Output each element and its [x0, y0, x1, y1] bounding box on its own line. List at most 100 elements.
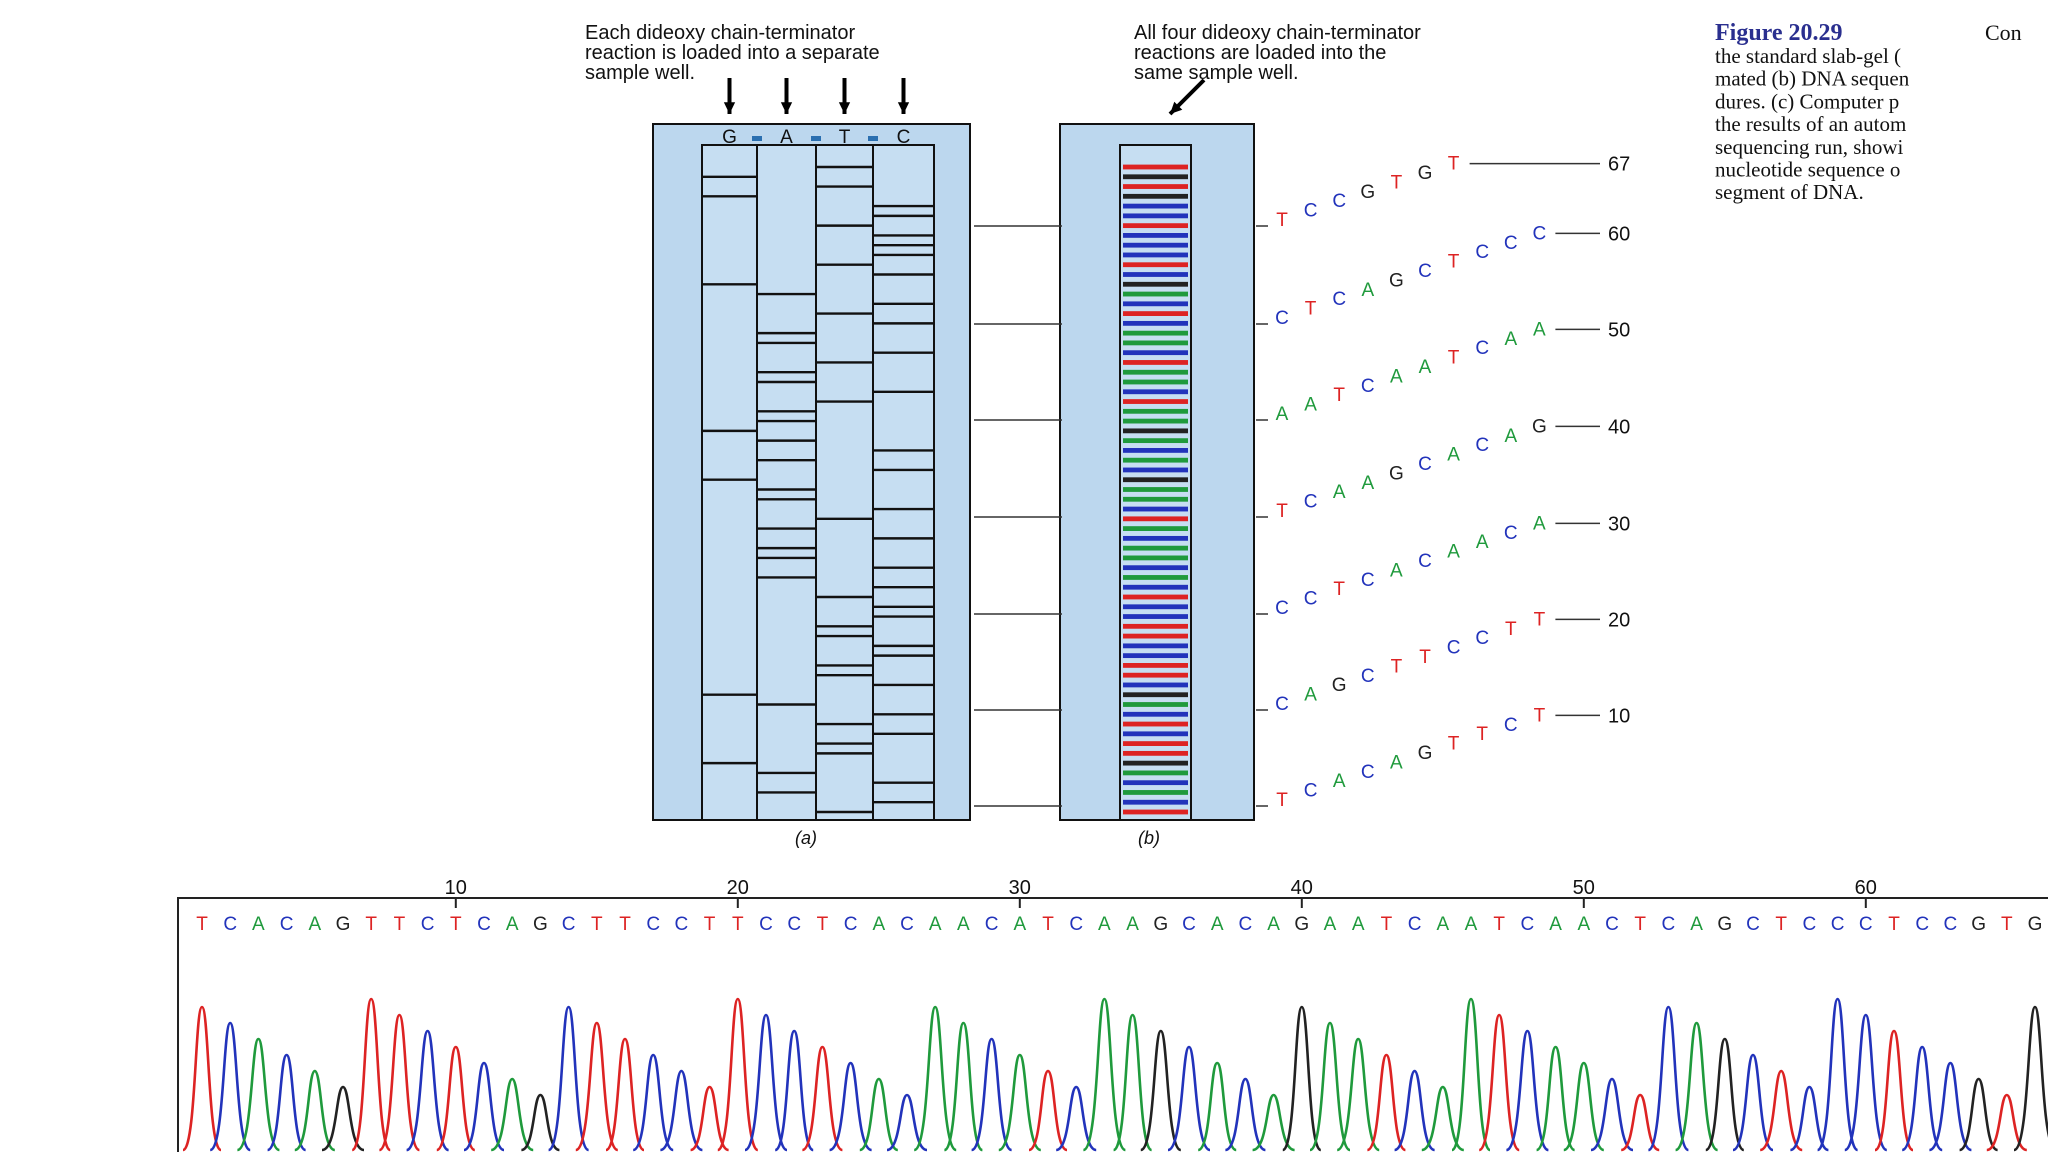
caption-text: sequencing run, showi	[1715, 135, 1904, 159]
gel-band-colored	[1123, 203, 1188, 209]
gel-band-colored	[1123, 350, 1188, 356]
chromatogram-base: T	[1042, 914, 1054, 935]
lane-label: T	[839, 127, 851, 148]
chromatogram-base: A	[1126, 914, 1139, 935]
chromatogram-base: A	[1324, 914, 1337, 935]
chromatogram-peak	[1986, 1093, 2028, 1152]
base-letter: C	[1361, 762, 1375, 783]
row-label: 60	[1608, 223, 1630, 245]
chromatogram-base: C	[675, 914, 689, 935]
gel-band-colored	[1123, 399, 1188, 404]
annotation-line: All four dideoxy chain-terminator	[1134, 22, 1421, 44]
gel-band-colored	[1123, 692, 1188, 698]
chromatogram-peak	[575, 1021, 619, 1152]
panel-label: (b)	[1138, 828, 1160, 848]
chromatogram-base: C	[844, 914, 858, 935]
chromatogram-base: A	[957, 914, 970, 935]
chromatogram-base: A	[1577, 914, 1590, 935]
gel-band-colored	[1123, 223, 1188, 229]
chromatogram-base: A	[929, 914, 942, 935]
chromatogram-base: A	[1211, 914, 1224, 935]
gel-band-colored	[1123, 408, 1188, 414]
tick-label: 60	[1855, 877, 1877, 899]
annotation-line: same sample well.	[1134, 62, 1299, 84]
lane-label: A	[780, 127, 793, 148]
base-letter: T	[1305, 299, 1317, 320]
chromatogram-peak	[1674, 1021, 1719, 1152]
base-letter: T	[1476, 724, 1488, 745]
row-label: 30	[1608, 513, 1630, 535]
chromatogram-peak	[547, 1005, 590, 1152]
base-letter: C	[1304, 492, 1318, 513]
chromatogram-peak	[209, 1021, 251, 1152]
chromatogram-peak	[744, 1013, 788, 1152]
chromatogram-peak	[1535, 1045, 1576, 1152]
gel-band-colored	[1123, 760, 1188, 766]
annotation-line: reactions are loaded into the	[1134, 42, 1386, 64]
base-letter: C	[1332, 289, 1346, 310]
gel-band-colored	[1123, 780, 1188, 786]
base-letter: G	[1532, 416, 1547, 437]
base-letter: T	[1276, 210, 1288, 231]
gel-band-colored	[1123, 614, 1188, 619]
gel-band-colored	[1123, 731, 1188, 737]
gel-band-colored	[1123, 340, 1188, 346]
chromatogram-peak	[463, 1061, 505, 1152]
chromatogram-peak	[1366, 1053, 1407, 1152]
chromatogram-peak	[1028, 1069, 1068, 1152]
chromatogram-peak	[886, 1093, 928, 1152]
base-letter: C	[1418, 261, 1432, 282]
base-letter: G	[1360, 182, 1375, 203]
chromatogram-base: A	[1013, 914, 1026, 935]
base-letter: T	[1391, 656, 1403, 677]
tick-label: 50	[1573, 877, 1595, 899]
base-letter: T	[1276, 501, 1288, 522]
gel-band-colored	[1123, 281, 1188, 287]
base-letter: A	[1333, 771, 1346, 792]
chromatogram-base: C	[1746, 914, 1760, 935]
base-letter: T	[1276, 790, 1288, 811]
base-letter: T	[1333, 579, 1345, 600]
chromatogram-base: C	[1803, 914, 1817, 935]
base-letter: C	[1533, 223, 1547, 244]
chromatogram-peak	[1620, 1093, 1660, 1152]
base-letter: A	[1304, 395, 1317, 416]
row-label: 40	[1608, 416, 1630, 438]
gel-band-colored	[1123, 389, 1188, 395]
chromatogram-base: C	[646, 914, 660, 935]
base-letter: C	[1418, 454, 1432, 475]
chromatogram-peak	[1112, 1013, 1153, 1152]
gel-band-colored	[1123, 301, 1188, 307]
arrow-head	[723, 102, 736, 114]
gel-band-colored	[1123, 711, 1188, 717]
base-letter: C	[1447, 638, 1461, 659]
chromatogram-peak	[1309, 1021, 1351, 1152]
base-letter: C	[1361, 666, 1375, 687]
chromatogram-peak	[181, 1005, 223, 1152]
base-letter: C	[1332, 191, 1346, 212]
gel-band-colored	[1123, 526, 1188, 531]
gel-band-colored	[1123, 457, 1188, 463]
chromatogram-base: C	[1831, 914, 1845, 935]
base-letter: T	[1448, 154, 1460, 175]
chromatogram-base: T	[1381, 914, 1393, 935]
chromatogram-base: C	[1944, 914, 1958, 935]
base-letter: G	[1418, 743, 1433, 764]
base-letter: A	[1476, 532, 1489, 553]
chromatogram-base: T	[1634, 914, 1646, 935]
gel-band-colored	[1123, 438, 1188, 444]
chromatogram-base: A	[252, 914, 265, 935]
base-letter: G	[1389, 270, 1404, 291]
chromatogram-base: A	[1690, 914, 1703, 935]
chromatogram-peak	[1732, 1053, 1774, 1152]
chromatogram-base: T	[1775, 914, 1787, 935]
base-letter: A	[1447, 445, 1460, 466]
chromatogram-base: T	[1493, 914, 1505, 935]
chromatogram-base: C	[1408, 914, 1422, 935]
base-letter: A	[1304, 685, 1317, 706]
base-letter: C	[1475, 628, 1489, 649]
gel-band-colored	[1123, 555, 1188, 561]
base-letter: C	[1275, 598, 1289, 619]
